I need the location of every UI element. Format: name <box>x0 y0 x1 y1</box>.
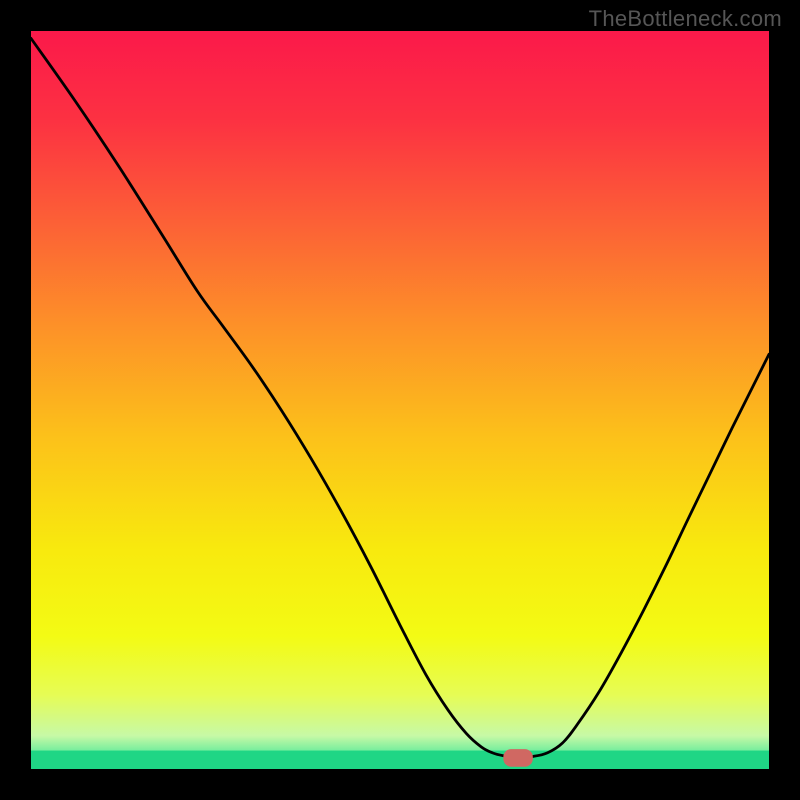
sweet-spot-marker <box>503 749 533 767</box>
bottleneck-chart <box>31 31 769 769</box>
chart-svg <box>31 31 769 769</box>
chart-background <box>31 31 769 769</box>
watermark-text: TheBottleneck.com <box>589 6 782 32</box>
green-band <box>31 751 769 769</box>
